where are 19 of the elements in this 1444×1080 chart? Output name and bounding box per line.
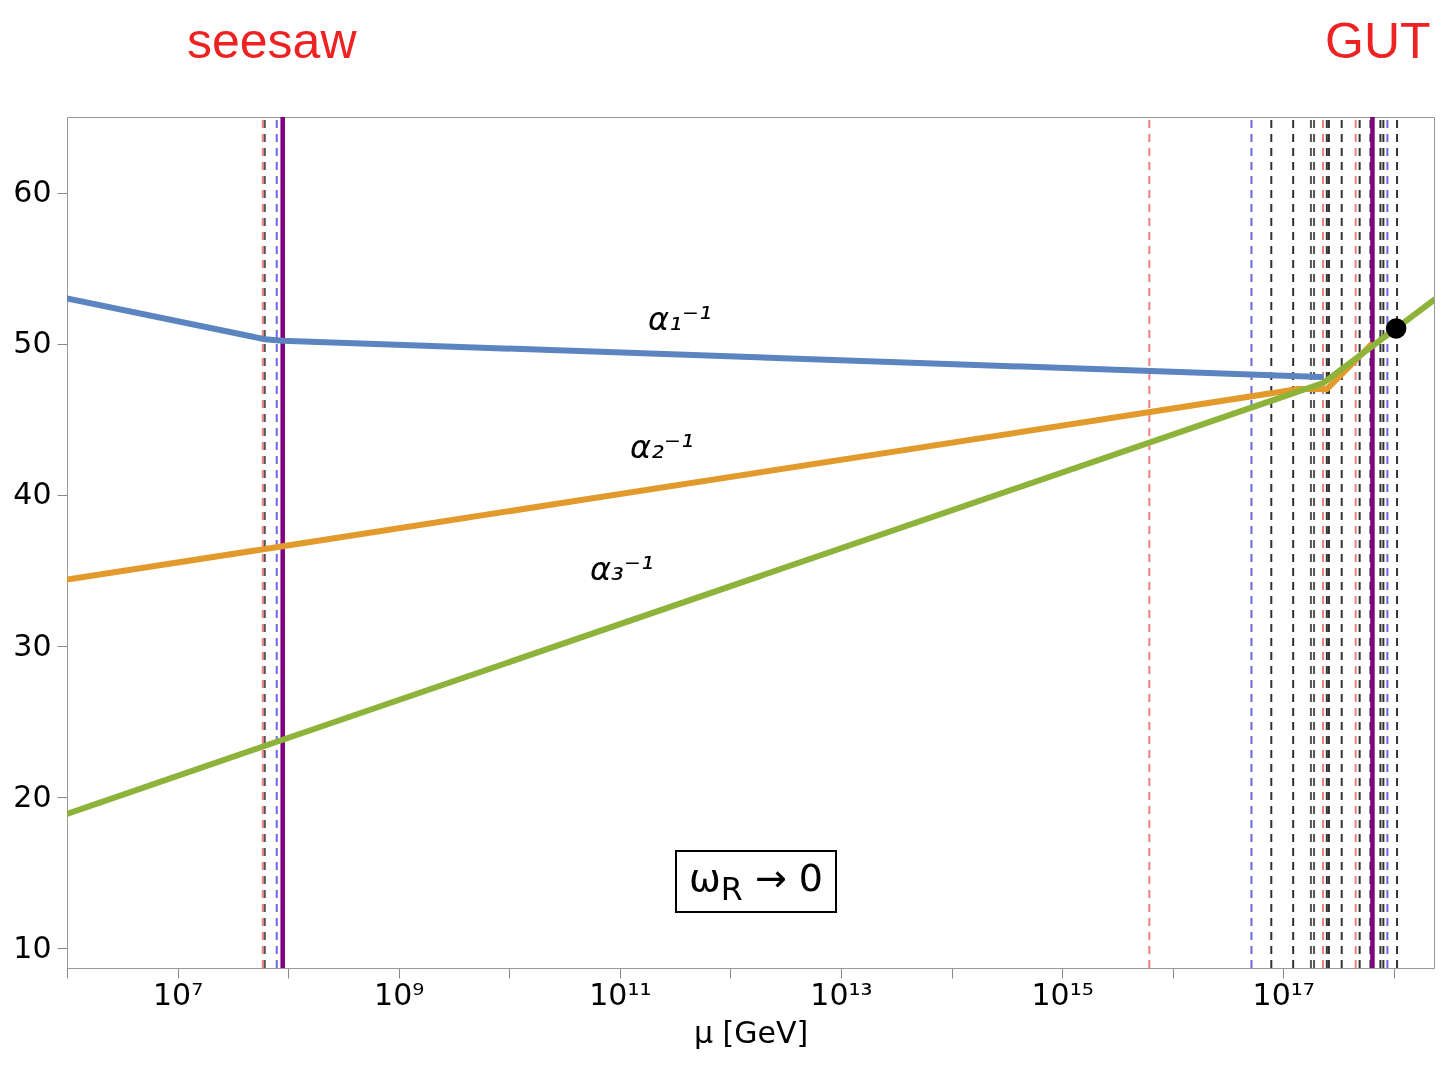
annotation: α₃⁻¹ [590,550,654,588]
annotation: α₂⁻¹ [630,428,694,466]
x-tick-label: 10⁹ [374,976,425,1012]
x-tick-label: 10¹¹ [589,976,652,1012]
x-tick-label: 10⁷ [152,976,204,1012]
x-axis-title: μ [GeV] [693,1014,809,1050]
x-tick-label: 10¹³ [810,976,873,1012]
text: GUT [1325,12,1431,70]
text: seesaw [187,12,357,70]
y-tick-label: 10 [13,929,52,965]
y-tick-label: 30 [13,627,52,663]
annotation: α₁⁻¹ [648,300,712,338]
x-tick-label: 10¹⁷ [1252,976,1315,1012]
y-tick-label: 40 [13,476,52,512]
annotation: ω$_{R}$ → 0 [675,850,838,913]
y-tick-label: 60 [13,174,52,210]
y-tick-label: 50 [13,325,52,361]
x-tick-label: 10¹⁵ [1031,976,1094,1012]
y-tick-label: 20 [13,778,52,814]
